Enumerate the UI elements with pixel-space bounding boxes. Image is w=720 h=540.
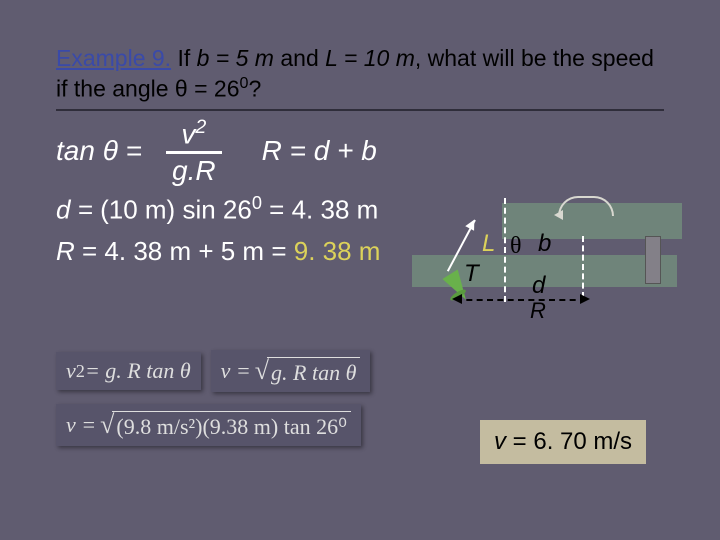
tan-lhs: tan θ = (56, 135, 142, 167)
fraction: v2 g.R (166, 117, 222, 185)
post (645, 236, 661, 284)
hdash (456, 299, 586, 301)
diagram: L θ b T d R (462, 200, 692, 330)
problem-statement: Example 9. If b = 5 m and L = 10 m, what… (56, 44, 664, 103)
formula-row: tan θ = v2 g.R R = d + b (56, 117, 664, 185)
answer-box: v = 6. 70 m/s (480, 420, 646, 464)
txt: ? (248, 75, 261, 101)
swoop-arrow-icon (554, 210, 563, 220)
eq-v-numbers: v = (9.8 m/s²)(9.38 m) tan 26⁰ (56, 404, 361, 446)
theta-eq: θ = 26 (175, 75, 240, 101)
vdash (582, 236, 584, 298)
vdash (504, 198, 506, 302)
eq-v-sqrt: v = g. R tan θ (211, 350, 371, 392)
label-theta: θ (510, 233, 522, 260)
eq-v2: v2 = g. R tan θ (56, 352, 201, 390)
example-link: Example 9. (56, 45, 171, 71)
rule (56, 109, 664, 111)
denominator: g.R (166, 156, 222, 185)
label-b: b (538, 230, 551, 258)
arrow-right-icon (580, 294, 590, 304)
label-R: R (530, 298, 546, 324)
txt: and (274, 45, 325, 71)
txt: If (171, 45, 197, 71)
label-d: d (532, 272, 545, 300)
swoop-arc (558, 196, 614, 216)
b-eq: b = 5 m (197, 45, 274, 71)
tension-arrow-icon (465, 217, 479, 231)
label-L: L (482, 230, 495, 258)
numerator: v2 (175, 117, 212, 149)
label-T: T (464, 260, 479, 288)
L-eq: L = 10 m (325, 45, 415, 71)
R-eq: R = d + b (262, 135, 377, 167)
arrow-left-icon (452, 294, 462, 304)
